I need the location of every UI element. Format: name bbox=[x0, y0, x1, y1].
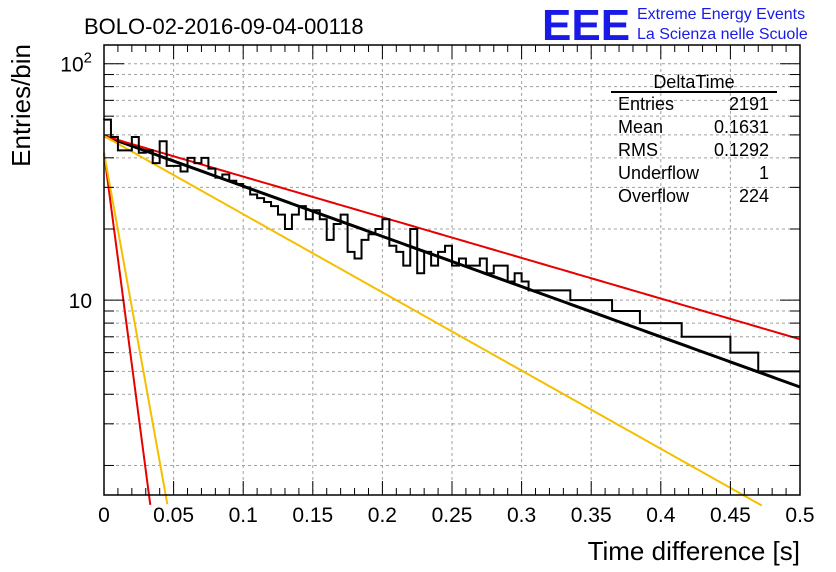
stats-value: 2191 bbox=[729, 94, 769, 114]
stats-label: Overflow bbox=[618, 186, 690, 206]
stats-title: DeltaTime bbox=[653, 72, 734, 92]
y-tick-labels: 10 102 bbox=[60, 50, 92, 313]
fit-curve-4 bbox=[103, 152, 169, 505]
axis-ticks bbox=[103, 45, 801, 495]
x-tick-label: 0.45 bbox=[710, 504, 751, 527]
stats-label: Entries bbox=[618, 94, 674, 114]
logo-line1: Extreme Energy Events bbox=[637, 6, 805, 23]
x-tick-label: 0.1 bbox=[229, 504, 258, 527]
x-tick-label: 0.35 bbox=[571, 504, 612, 527]
y-tick-label: 10 bbox=[69, 290, 92, 313]
x-tick-label: 0.2 bbox=[368, 504, 397, 527]
stats-box: DeltaTime Entries 2191 Mean 0.1631 RMS 0… bbox=[611, 72, 777, 206]
stats-value: 1 bbox=[759, 163, 769, 183]
logo-eee: EEE bbox=[542, 1, 630, 50]
x-tick-label: 0.05 bbox=[153, 504, 194, 527]
histogram-line bbox=[103, 118, 800, 373]
y-axis-title: Entries/bin bbox=[6, 44, 36, 167]
stats-label: Mean bbox=[618, 117, 663, 137]
x-axis-title: Time difference [s] bbox=[588, 536, 800, 566]
stats-label: RMS bbox=[618, 140, 658, 160]
x-tick-labels: 0 0.05 0.1 0.15 0.2 0.25 0.3 0.35 0.4 0.45 0.5 bbox=[98, 504, 814, 527]
fit-curve-2 bbox=[103, 135, 763, 507]
stats-value: 224 bbox=[739, 186, 769, 206]
x-tick-label: 0.15 bbox=[292, 504, 333, 527]
x-tick-label: 0.5 bbox=[785, 504, 814, 527]
chart-title: BOLO-02-2016-09-04-00118 bbox=[84, 14, 364, 39]
x-tick-label: 0.4 bbox=[646, 504, 676, 527]
grid bbox=[104, 45, 800, 495]
stats-label: Underflow bbox=[618, 163, 700, 183]
logo-line2: La Scienza nelle Scuole bbox=[637, 26, 808, 43]
y-tick-label: 102 bbox=[60, 50, 92, 77]
x-tick-label: 0.3 bbox=[507, 504, 536, 527]
x-tick-label: 0 bbox=[98, 504, 110, 527]
fit-curve-3 bbox=[103, 152, 152, 505]
stats-value: 0.1292 bbox=[714, 140, 769, 160]
stats-value: 0.1631 bbox=[714, 117, 769, 137]
logo: EEE Extreme Energy Events La Scienza nel… bbox=[542, 1, 808, 50]
x-tick-label: 0.25 bbox=[432, 504, 473, 527]
fit-curve-1 bbox=[103, 134, 801, 341]
